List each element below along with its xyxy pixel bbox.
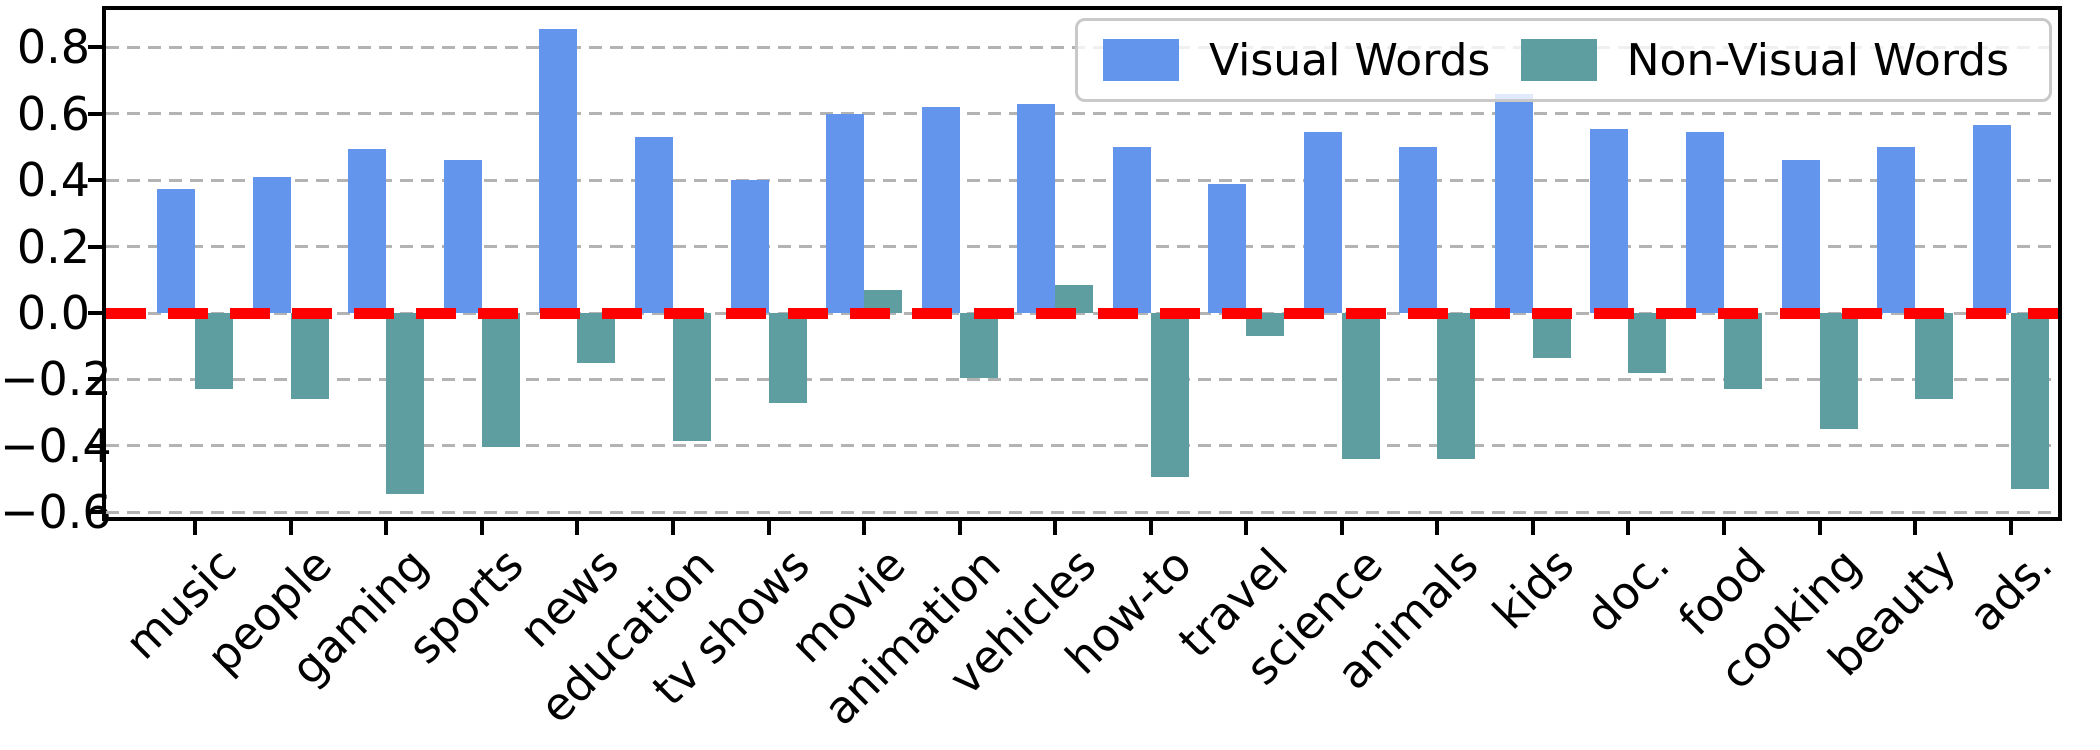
bar-non-visual-travel [1246,313,1285,337]
y-axis-tick-label: −0.2 [0,352,112,407]
x-axis-tick [288,521,293,535]
y-axis-tick [88,510,102,515]
legend-item-non-visual-words: Non-Visual Words [1520,34,2009,86]
bar-non-visual-cooking [1819,313,1858,430]
y-axis-tick-label: 0.4 [16,153,90,208]
y-axis-tick-label: 0.6 [16,86,90,141]
bar-non-visual-people [290,313,329,400]
bar-non-visual-doc [1628,313,1667,373]
bar-visual-music [157,188,196,313]
bar-non-visual-how-to [1150,313,1189,478]
bar-non-visual-kids [1532,313,1571,358]
bar-visual-food [1686,132,1724,313]
x-axis-tick [766,521,771,535]
bar-visual-science [1303,132,1342,313]
y-axis-tick [88,443,102,448]
x-axis-tick [1913,521,1918,535]
x-axis-label-ads: ads. [1958,538,2063,642]
gridline-y-0.4 [106,178,2058,182]
gridline-y--0.2 [106,377,2058,381]
plot-area [106,10,2058,517]
x-axis-label-kids: kids [1482,538,1585,640]
bar-non-visual-animation [959,313,998,378]
y-axis-tick [88,311,102,315]
gridline-y--0.4 [106,444,2058,448]
y-axis-tick [88,377,102,382]
gridline-y-0.2 [106,245,2058,249]
bar-visual-ads [1972,125,2011,313]
x-axis-tick [670,521,675,535]
bar-non-visual-science [1341,313,1380,460]
x-axis-tick [862,521,867,535]
bar-non-visual-education [672,313,711,441]
bar-non-visual-food [1724,313,1762,390]
legend: Visual Words Non-Visual Words [1075,18,2052,102]
y-axis-tick-label: 0.0 [16,286,90,340]
bar-non-visual-beauty [1915,313,1954,400]
gridline-y-0.6 [106,112,2058,116]
x-axis-tick [1722,521,1726,535]
gridline-y--0.6 [106,510,2058,514]
bar-non-visual-sports [481,313,520,448]
bar-visual-kids [1494,93,1533,313]
x-axis-tick [1817,521,1822,535]
x-axis-tick [575,521,580,535]
bar-visual-animals [1399,147,1438,313]
x-axis-tick [1530,521,1535,535]
zero-reference-line [106,307,2058,319]
x-axis-tick [1339,521,1344,535]
bar-non-visual-movie [864,289,903,313]
y-axis-tick-label: −0.6 [0,485,112,540]
bar-non-visual-news [577,313,616,363]
bar-visual-travel [1208,183,1247,313]
y-axis-tick-label: 0.2 [16,219,90,274]
x-axis-label-doc: doc. [1575,538,1680,643]
x-axis-tick [1435,521,1440,535]
bar-visual-vehicles [1017,103,1056,313]
x-axis-tick [1626,521,1631,535]
x-axis-tick [2008,521,2013,535]
legend-item-visual-words: Visual Words [1103,35,1490,86]
y-axis-tick-label: 0.8 [16,20,90,75]
y-axis-tick-label: −0.4 [0,418,112,473]
y-axis-tick [88,178,102,183]
legend-swatch-visual-words-icon [1103,39,1179,81]
bar-non-visual-tv-shows [768,313,807,403]
bar-non-visual-music [195,313,234,390]
legend-swatch-non-visual-words-icon [1520,39,1597,81]
bar-visual-people [252,176,291,313]
bar-visual-animation [921,107,960,313]
bar-visual-cooking [1781,160,1820,313]
x-axis-tick [479,521,484,535]
y-axis-tick [88,111,102,116]
x-axis-tick [1148,521,1153,535]
bar-visual-beauty [1877,147,1916,313]
x-axis-tick [384,521,389,535]
x-axis-tick [1244,521,1249,535]
bar-visual-doc [1590,128,1629,313]
bar-visual-gaming [348,148,387,313]
bar-non-visual-animals [1437,313,1476,460]
bar-non-visual-ads [2010,313,2049,489]
bar-visual-education [634,137,673,313]
bar-non-visual-gaming [386,313,425,494]
bar-visual-how-to [1112,147,1151,313]
legend-label-non-visual-words: Non-Visual Words [1626,34,2009,86]
legend-label-visual-words: Visual Words [1209,34,1491,86]
x-axis-tick [957,521,962,535]
y-axis-tick [88,45,102,50]
bar-visual-tv-shows [730,180,769,313]
bar-visual-news [539,29,578,313]
bar-visual-sports [443,160,482,313]
x-axis-tick [1053,521,1058,535]
x-axis-tick [193,521,198,535]
bar-visual-movie [826,113,865,313]
y-axis-tick [88,244,102,249]
